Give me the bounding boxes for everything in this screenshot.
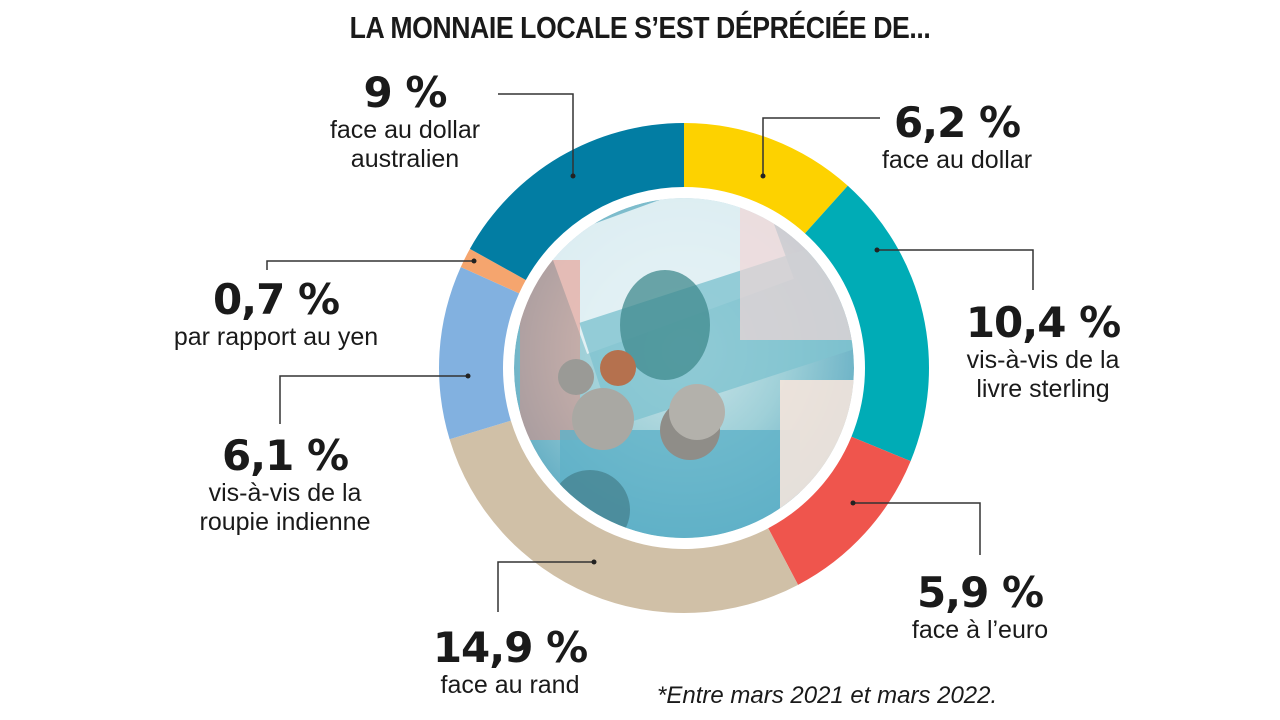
slice-value: 6,1 % <box>221 431 349 480</box>
slice-value: 9 % <box>363 68 448 117</box>
leader-dot <box>465 373 471 379</box>
leader-line <box>497 561 594 612</box>
slice-description: face au dollar <box>329 116 481 144</box>
slice-label: 0,7 % par rapport au yen <box>174 277 378 352</box>
slice-label: 6,1 % vis-à-vis de la roupie indienne <box>200 433 371 537</box>
slice-label: 14,9 % face au rand <box>432 623 588 700</box>
slice-description: par rapport au yen <box>173 323 379 351</box>
slice-description: face au rand <box>440 671 580 699</box>
footnote: *Entre mars 2021 et mars 2022. <box>657 682 998 709</box>
slice-description: vis-à-vis de la <box>208 479 362 507</box>
donut-slice <box>768 436 911 585</box>
donut-slice <box>469 123 684 280</box>
slice-value: 10,4 % <box>965 298 1121 347</box>
leader-dot <box>591 559 597 565</box>
leader-dot <box>874 247 880 253</box>
slice-value: 14,9 % <box>432 623 588 672</box>
donut-slice <box>449 420 799 613</box>
leader-dot <box>570 173 576 179</box>
slice-label: 10,4 % vis-à-vis de la livre sterling <box>965 298 1121 404</box>
leader-line <box>279 375 468 424</box>
slice-value: 0,7 % <box>212 275 340 324</box>
donut-slice <box>684 123 848 234</box>
slice-description: vis-à-vis de la <box>966 346 1120 374</box>
slice-description: livre sterling <box>976 375 1110 403</box>
slice-description: australien <box>350 145 460 173</box>
leader-dot <box>471 258 477 264</box>
slice-label: 9 % face au dollar australien <box>330 70 480 174</box>
slice-value: 6,2 % <box>893 98 1021 147</box>
leader-line <box>877 249 1034 290</box>
leader-line <box>762 117 880 176</box>
leader-line <box>853 502 981 555</box>
leader-dot <box>760 173 766 179</box>
slice-description: face à l’euro <box>911 616 1049 644</box>
slice-label: 6,2 % face au dollar <box>882 100 1032 175</box>
donut-slice <box>439 266 520 440</box>
donut-slice <box>460 248 526 294</box>
leader-line <box>498 93 574 176</box>
slice-value: 5,9 % <box>916 568 1044 617</box>
center-photo <box>514 198 854 538</box>
slice-label: 5,9 % face à l’euro <box>912 570 1048 645</box>
donut-slice <box>805 185 929 462</box>
leader-dot <box>850 500 856 506</box>
slice-description: roupie indienne <box>199 508 371 536</box>
chart-title: LA MONNAIE LOCALE S’EST DÉPRÉCIÉE DE... <box>349 10 931 45</box>
leader-line <box>266 260 474 270</box>
slice-description: face au dollar <box>881 146 1033 174</box>
